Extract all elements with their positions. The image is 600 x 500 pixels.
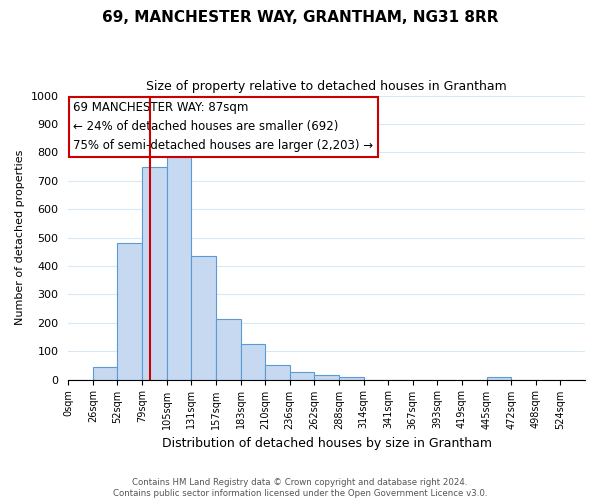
X-axis label: Distribution of detached houses by size in Grantham: Distribution of detached houses by size … <box>161 437 491 450</box>
Title: Size of property relative to detached houses in Grantham: Size of property relative to detached ho… <box>146 80 507 93</box>
Bar <box>241 344 265 380</box>
Bar <box>487 378 511 380</box>
Bar <box>290 372 314 380</box>
Bar <box>118 243 142 380</box>
Bar <box>339 378 364 380</box>
Bar <box>314 376 339 380</box>
Bar <box>216 318 241 380</box>
Text: Contains HM Land Registry data © Crown copyright and database right 2024.
Contai: Contains HM Land Registry data © Crown c… <box>113 478 487 498</box>
Bar <box>93 367 118 380</box>
Y-axis label: Number of detached properties: Number of detached properties <box>15 150 25 325</box>
Bar <box>142 166 167 380</box>
Text: 69 MANCHESTER WAY: 87sqm
← 24% of detached houses are smaller (692)
75% of semi-: 69 MANCHESTER WAY: 87sqm ← 24% of detach… <box>73 101 374 152</box>
Bar <box>191 256 216 380</box>
Text: 69, MANCHESTER WAY, GRANTHAM, NG31 8RR: 69, MANCHESTER WAY, GRANTHAM, NG31 8RR <box>102 10 498 25</box>
Bar <box>167 156 191 380</box>
Bar <box>265 365 290 380</box>
